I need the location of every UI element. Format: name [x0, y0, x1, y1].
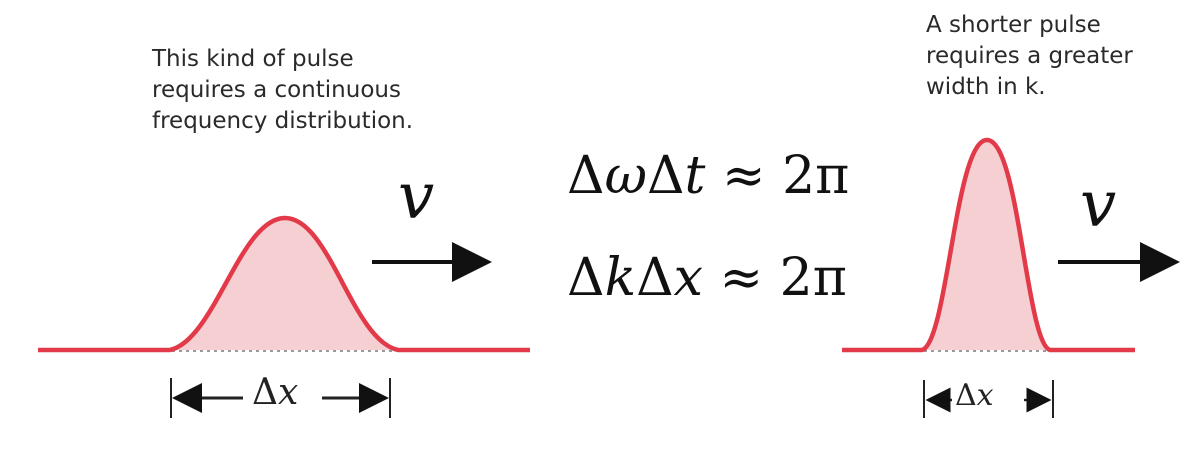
eq-delta: Δ: [567, 248, 605, 308]
x-symbol: x: [278, 372, 299, 413]
narrow-pulse-width-indicator: [923, 380, 1054, 418]
eq-x-symbol: x: [673, 248, 703, 308]
wide-pulse-fill: [170, 218, 398, 350]
wide-pulse-width-label: Δx: [252, 372, 298, 413]
narrow-pulse-fill: [922, 140, 1050, 350]
eq-rhs: 2π: [782, 146, 850, 206]
eq-approx: ≈: [705, 146, 783, 206]
caption-line: This kind of pulse: [152, 46, 354, 72]
caption-line: A shorter pulse: [926, 12, 1101, 38]
caption-line: requires a greater: [926, 43, 1133, 69]
narrow-pulse-curve: [842, 137, 1135, 353]
eq-delta: Δ: [636, 248, 674, 308]
eq-approx: ≈: [702, 248, 780, 308]
delta-symbol: Δ: [955, 378, 977, 413]
eq-k-symbol: k: [604, 248, 637, 308]
eq-omega-symbol: ω: [604, 146, 647, 206]
wide-pulse-curve: [38, 215, 530, 353]
eq-t-symbol: t: [684, 146, 706, 206]
delta-symbol: Δ: [252, 372, 278, 413]
x-symbol: x: [976, 378, 994, 413]
space-wavenumber-relation: ΔkΔx ≈ 2π: [567, 248, 847, 308]
caption-line: requires a continuous: [152, 77, 401, 103]
eq-rhs: 2π: [779, 248, 847, 308]
narrow-pulse-width-label: Δx: [955, 378, 994, 413]
wide-pulse: [38, 215, 530, 353]
velocity-label-right: v: [1080, 168, 1117, 242]
time-frequency-relation: ΔωΔt ≈ 2π: [567, 146, 849, 206]
narrow-pulse: [842, 137, 1135, 353]
eq-delta: Δ: [646, 146, 685, 206]
eq-delta: Δ: [567, 146, 605, 206]
velocity-label-left: v: [398, 160, 435, 234]
caption-line: width in k.: [926, 74, 1046, 100]
narrow-pulse-caption: A shorter pulse requires a greater width…: [926, 10, 1133, 103]
wide-pulse-width-indicator: [170, 378, 391, 418]
wide-pulse-caption: This kind of pulse requires a continuous…: [152, 44, 413, 137]
caption-line: frequency distribution.: [152, 108, 414, 134]
